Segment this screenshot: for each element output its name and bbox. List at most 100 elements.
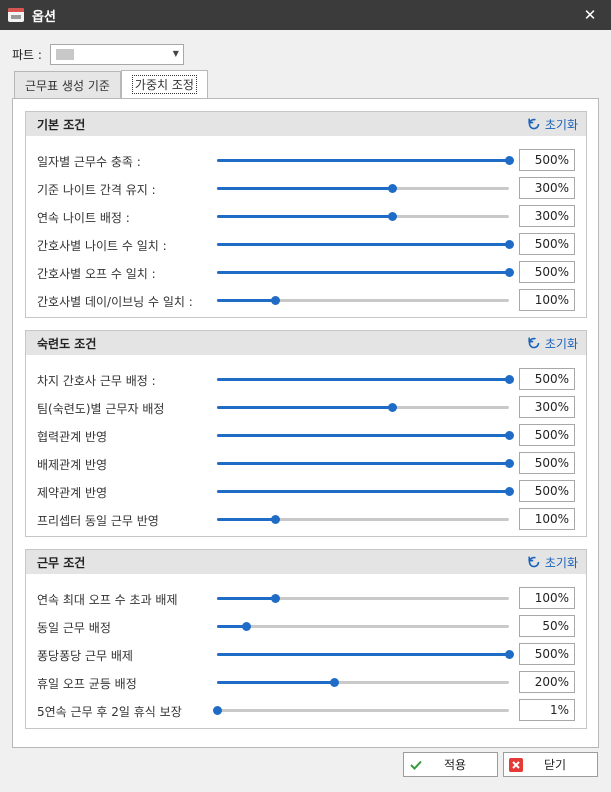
group-header: 기본 조건 초기화 bbox=[26, 112, 586, 136]
slider-thumb[interactable] bbox=[271, 594, 281, 603]
slider-thumb[interactable] bbox=[505, 268, 514, 277]
weight-row: 퐁당퐁당 근무 배제 500% bbox=[26, 642, 586, 666]
apply-label: 적용 bbox=[443, 758, 467, 772]
part-select[interactable]: ▼ bbox=[49, 44, 184, 65]
weight-value-input[interactable]: 200% bbox=[519, 671, 575, 693]
weight-label: 간호사별 데이/이브닝 수 일치 : bbox=[37, 295, 193, 309]
slider-thumb[interactable] bbox=[388, 403, 398, 412]
slider-thumb[interactable] bbox=[388, 212, 398, 221]
slider-thumb[interactable] bbox=[505, 650, 514, 659]
close-button[interactable]: 닫기 bbox=[503, 752, 598, 777]
weight-row: 프리셉터 동일 근무 반영 100% bbox=[26, 507, 586, 531]
reset-label: 초기화 bbox=[544, 555, 578, 570]
weight-label: 간호사별 오프 수 일치 : bbox=[37, 267, 156, 281]
weight-label: 연속 나이트 배정 : bbox=[37, 211, 130, 225]
weight-value-input[interactable]: 500% bbox=[519, 480, 575, 502]
group-header: 근무 조건 초기화 bbox=[26, 550, 586, 574]
apply-button[interactable]: 적용 bbox=[403, 752, 498, 777]
weight-slider[interactable] bbox=[217, 156, 514, 165]
slider-thumb[interactable] bbox=[505, 156, 514, 165]
reset-label: 초기화 bbox=[544, 117, 578, 132]
weight-value-input[interactable]: 500% bbox=[519, 233, 575, 255]
weight-value-input[interactable]: 500% bbox=[519, 452, 575, 474]
weight-value-input[interactable]: 1% bbox=[519, 699, 575, 721]
weight-slider[interactable] bbox=[217, 240, 514, 249]
slider-fill bbox=[217, 243, 509, 246]
slider-thumb[interactable] bbox=[271, 296, 281, 305]
weight-slider[interactable] bbox=[217, 268, 514, 277]
weight-slider[interactable] bbox=[217, 650, 514, 659]
close-label: 닫기 bbox=[543, 758, 567, 772]
slider-thumb[interactable] bbox=[505, 240, 514, 249]
group-basic-conditions: 기본 조건 초기화 일자별 근무수 충족 : 500% 기준 나이트 간격 유지 : 30… bbox=[25, 111, 587, 318]
slider-fill bbox=[217, 490, 509, 493]
weight-label: 퐁당퐁당 근무 배제 bbox=[37, 649, 133, 663]
weight-value-input[interactable]: 100% bbox=[519, 289, 575, 311]
slider-thumb[interactable] bbox=[505, 459, 514, 468]
weight-label: 협력관계 반영 bbox=[37, 430, 108, 444]
weight-label: 기준 나이트 간격 유지 : bbox=[37, 183, 156, 197]
weight-value-input[interactable]: 500% bbox=[519, 368, 575, 390]
weight-slider[interactable] bbox=[217, 622, 509, 631]
weight-value-input[interactable]: 500% bbox=[519, 643, 575, 665]
tab-schedule-criteria[interactable]: 근무표 생성 기준 bbox=[14, 71, 121, 98]
refresh-icon bbox=[528, 118, 540, 130]
tab-bar: 근무표 생성 기준 가중치 조정 bbox=[14, 70, 208, 98]
part-color-swatch bbox=[55, 49, 74, 60]
weight-slider[interactable] bbox=[217, 459, 514, 468]
weight-slider[interactable] bbox=[217, 487, 514, 496]
window-title: 옵션 bbox=[32, 9, 56, 25]
weight-slider[interactable] bbox=[217, 431, 514, 440]
weight-value-input[interactable]: 100% bbox=[519, 508, 575, 530]
title-bar: 옵션 ✕ bbox=[0, 0, 611, 30]
tab-weight-adjust[interactable]: 가중치 조정 bbox=[120, 70, 208, 98]
weight-value-input[interactable]: 100% bbox=[519, 587, 575, 609]
weight-slider[interactable] bbox=[217, 594, 509, 603]
slider-fill bbox=[217, 406, 393, 409]
weight-slider[interactable] bbox=[217, 515, 509, 524]
weight-slider[interactable] bbox=[217, 296, 509, 305]
slider-thumb[interactable] bbox=[271, 515, 281, 524]
weight-slider[interactable] bbox=[217, 184, 509, 193]
tab-label: 근무표 생성 기준 bbox=[25, 78, 110, 93]
slider-thumb[interactable] bbox=[213, 706, 222, 715]
weight-row: 간호사별 오프 수 일치 : 500% bbox=[26, 260, 586, 284]
weight-slider[interactable] bbox=[217, 375, 514, 384]
weight-value-input[interactable]: 500% bbox=[519, 261, 575, 283]
weight-row: 간호사별 나이트 수 일치 : 500% bbox=[26, 232, 586, 256]
weight-slider[interactable] bbox=[213, 706, 509, 715]
group-work-conditions: 근무 조건 초기화 연속 최대 오프 수 초과 배제 100% 동일 근무 배정 50% 퐁… bbox=[25, 549, 587, 729]
window-close-icon[interactable]: ✕ bbox=[583, 6, 597, 24]
reset-button[interactable]: 초기화 bbox=[527, 554, 578, 571]
slider-fill bbox=[217, 462, 509, 465]
slider-fill bbox=[217, 653, 509, 656]
slider-thumb[interactable] bbox=[505, 487, 514, 496]
part-selector-row: 파트 : ▼ bbox=[12, 44, 184, 65]
slider-thumb[interactable] bbox=[329, 678, 339, 687]
tab-label: 가중치 조정 bbox=[131, 75, 197, 94]
slider-fill bbox=[217, 271, 509, 274]
reset-button[interactable]: 초기화 bbox=[527, 335, 578, 352]
group-header: 숙련도 조건 초기화 bbox=[26, 331, 586, 355]
slider-thumb[interactable] bbox=[505, 431, 514, 440]
weight-value-input[interactable]: 300% bbox=[519, 396, 575, 418]
reset-button[interactable]: 초기화 bbox=[527, 116, 578, 133]
weight-label: 팀(숙련도)별 근무자 배정 bbox=[37, 402, 165, 416]
slider-thumb[interactable] bbox=[242, 622, 252, 631]
weight-slider[interactable] bbox=[217, 403, 509, 412]
slider-thumb[interactable] bbox=[505, 375, 514, 384]
weight-value-input[interactable]: 300% bbox=[519, 177, 575, 199]
weight-value-input[interactable]: 300% bbox=[519, 205, 575, 227]
weight-value-input[interactable]: 500% bbox=[519, 424, 575, 446]
reset-label: 초기화 bbox=[544, 336, 578, 351]
slider-fill bbox=[217, 159, 509, 162]
weight-label: 배제관계 반영 bbox=[37, 458, 108, 472]
check-icon bbox=[410, 760, 422, 770]
weight-slider[interactable] bbox=[217, 678, 509, 687]
slider-thumb[interactable] bbox=[388, 184, 398, 193]
weight-value-input[interactable]: 50% bbox=[519, 615, 575, 637]
weight-value-input[interactable]: 500% bbox=[519, 149, 575, 171]
weight-slider[interactable] bbox=[217, 212, 509, 221]
weight-row: 동일 근무 배정 50% bbox=[26, 614, 586, 638]
slider-fill bbox=[217, 187, 393, 190]
